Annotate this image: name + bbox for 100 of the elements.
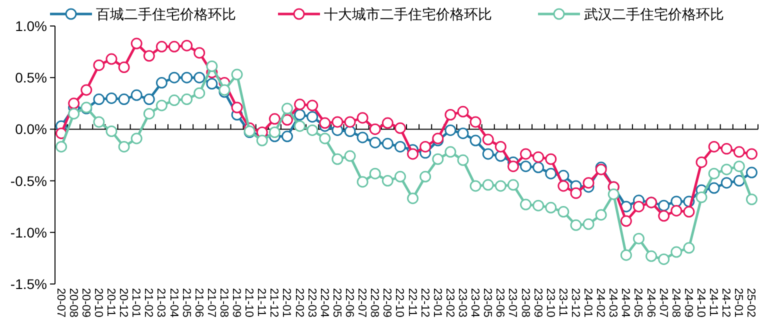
- x-tick-label: 21-04: [167, 288, 180, 318]
- point: [708, 140, 720, 152]
- point: [68, 108, 80, 120]
- x-tick-label: 22-02: [292, 288, 305, 318]
- point: [181, 94, 193, 106]
- x-tick-label: 24-01: [582, 288, 594, 318]
- point: [457, 128, 469, 140]
- x-tick-label: 23-05: [481, 288, 494, 318]
- point: [156, 77, 168, 89]
- x-tick-label: 23-07: [506, 288, 518, 318]
- point: [382, 117, 394, 129]
- point: [130, 132, 142, 144]
- point: [632, 200, 644, 212]
- point: [168, 40, 180, 52]
- point: [545, 202, 557, 214]
- point: [168, 94, 180, 106]
- x-tick-label: 20-11: [104, 288, 116, 317]
- point: [344, 126, 356, 138]
- x-tick-label: 22-05: [330, 288, 342, 318]
- point: [118, 140, 130, 152]
- point: [696, 192, 708, 204]
- point: [319, 132, 331, 144]
- x-tick-label: 24-12: [720, 288, 732, 318]
- point: [670, 204, 682, 216]
- point: [658, 200, 670, 212]
- x-tick-label: 22-09: [380, 288, 393, 318]
- point: [143, 94, 155, 106]
- point: [143, 50, 155, 62]
- x-tick-label: 21-07: [204, 288, 217, 318]
- legend-label: 十大城市二手住宅价格环比: [324, 6, 492, 22]
- point: [106, 92, 118, 104]
- point: [407, 148, 419, 160]
- point: [683, 206, 695, 218]
- point: [482, 179, 494, 191]
- point: [545, 168, 557, 180]
- x-tick-label: 23-09: [531, 288, 544, 318]
- point: [457, 154, 469, 166]
- x-tick-label: 21-02: [142, 288, 154, 318]
- point: [344, 116, 356, 128]
- point: [720, 143, 732, 155]
- x-tick-label: 22-01: [280, 288, 292, 318]
- x-tick-label: 21-11: [255, 288, 268, 317]
- x-tick-label: 21-03: [154, 288, 167, 318]
- point: [344, 150, 356, 162]
- point: [294, 120, 306, 132]
- point: [382, 138, 394, 150]
- point: [56, 140, 68, 152]
- x-tick-label: 23-08: [518, 288, 531, 318]
- point: [620, 215, 632, 227]
- x-tick-label: 20-12: [117, 288, 130, 318]
- point: [646, 250, 658, 262]
- x-tick-label: 23-10: [544, 288, 556, 318]
- x-tick-label: 20-10: [92, 288, 104, 318]
- x-tick-label: 23-03: [456, 288, 468, 318]
- y-tick-label: -0.5%: [10, 172, 47, 189]
- point: [494, 180, 506, 192]
- point: [93, 59, 105, 71]
- point: [156, 40, 168, 52]
- point: [444, 146, 456, 158]
- point: [620, 249, 632, 261]
- legend-label: 武汉二手住宅价格环比: [584, 6, 724, 22]
- point: [106, 126, 118, 138]
- point: [532, 151, 544, 163]
- point: [720, 177, 732, 189]
- x-tick-label: 24-07: [656, 288, 669, 318]
- point: [194, 47, 206, 59]
- point: [545, 153, 557, 165]
- point: [80, 84, 92, 96]
- point: [708, 168, 720, 180]
- legend-label: 百城二手住宅价格环比: [96, 6, 236, 22]
- point: [281, 130, 293, 142]
- point: [520, 160, 532, 172]
- point: [106, 53, 118, 65]
- point: [356, 132, 368, 144]
- point: [143, 108, 155, 120]
- point: [306, 111, 318, 123]
- point: [746, 148, 758, 160]
- point: [156, 100, 168, 112]
- point: [482, 134, 494, 146]
- y-tick-label: -1.5%: [10, 276, 47, 292]
- x-tick-label: 21-05: [180, 288, 192, 318]
- point: [294, 109, 306, 120]
- point: [369, 123, 381, 135]
- point: [470, 180, 482, 192]
- point: [746, 194, 758, 206]
- point: [457, 106, 469, 118]
- point: [507, 160, 519, 172]
- x-tick-label: 24-04: [619, 288, 632, 318]
- point: [532, 200, 544, 212]
- x-tick-label: 22-11: [406, 288, 418, 317]
- point: [494, 140, 506, 152]
- point: [520, 148, 532, 160]
- x-tick-label: 22-12: [418, 288, 430, 318]
- y-tick-label: -1.0%: [10, 224, 47, 240]
- x-tick-label: 20-09: [79, 288, 92, 318]
- point: [720, 164, 732, 176]
- x-tick-label: 23-12: [568, 288, 581, 318]
- point: [93, 94, 105, 106]
- point: [256, 134, 268, 146]
- x-tick-label: 21-06: [192, 288, 204, 318]
